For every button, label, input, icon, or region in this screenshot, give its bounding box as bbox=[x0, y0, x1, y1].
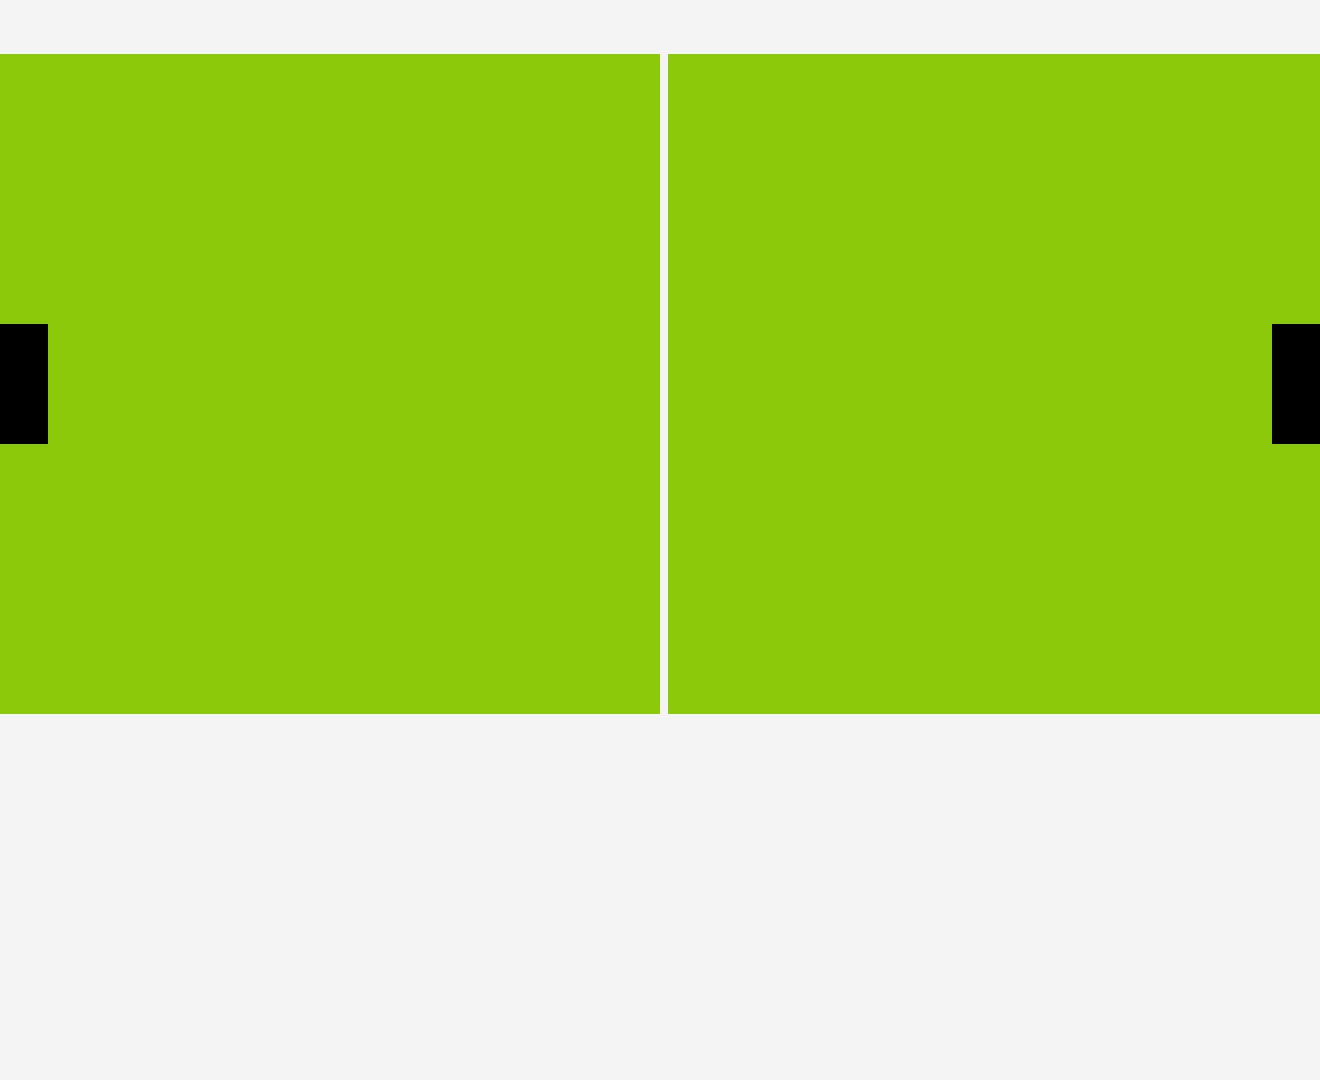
carousel-next-button[interactable] bbox=[1272, 324, 1320, 444]
carousel-prev-button[interactable] bbox=[0, 324, 48, 444]
image-carousel bbox=[0, 54, 1320, 714]
carousel-slide[interactable] bbox=[0, 54, 660, 714]
carousel-slide[interactable] bbox=[668, 54, 1320, 714]
